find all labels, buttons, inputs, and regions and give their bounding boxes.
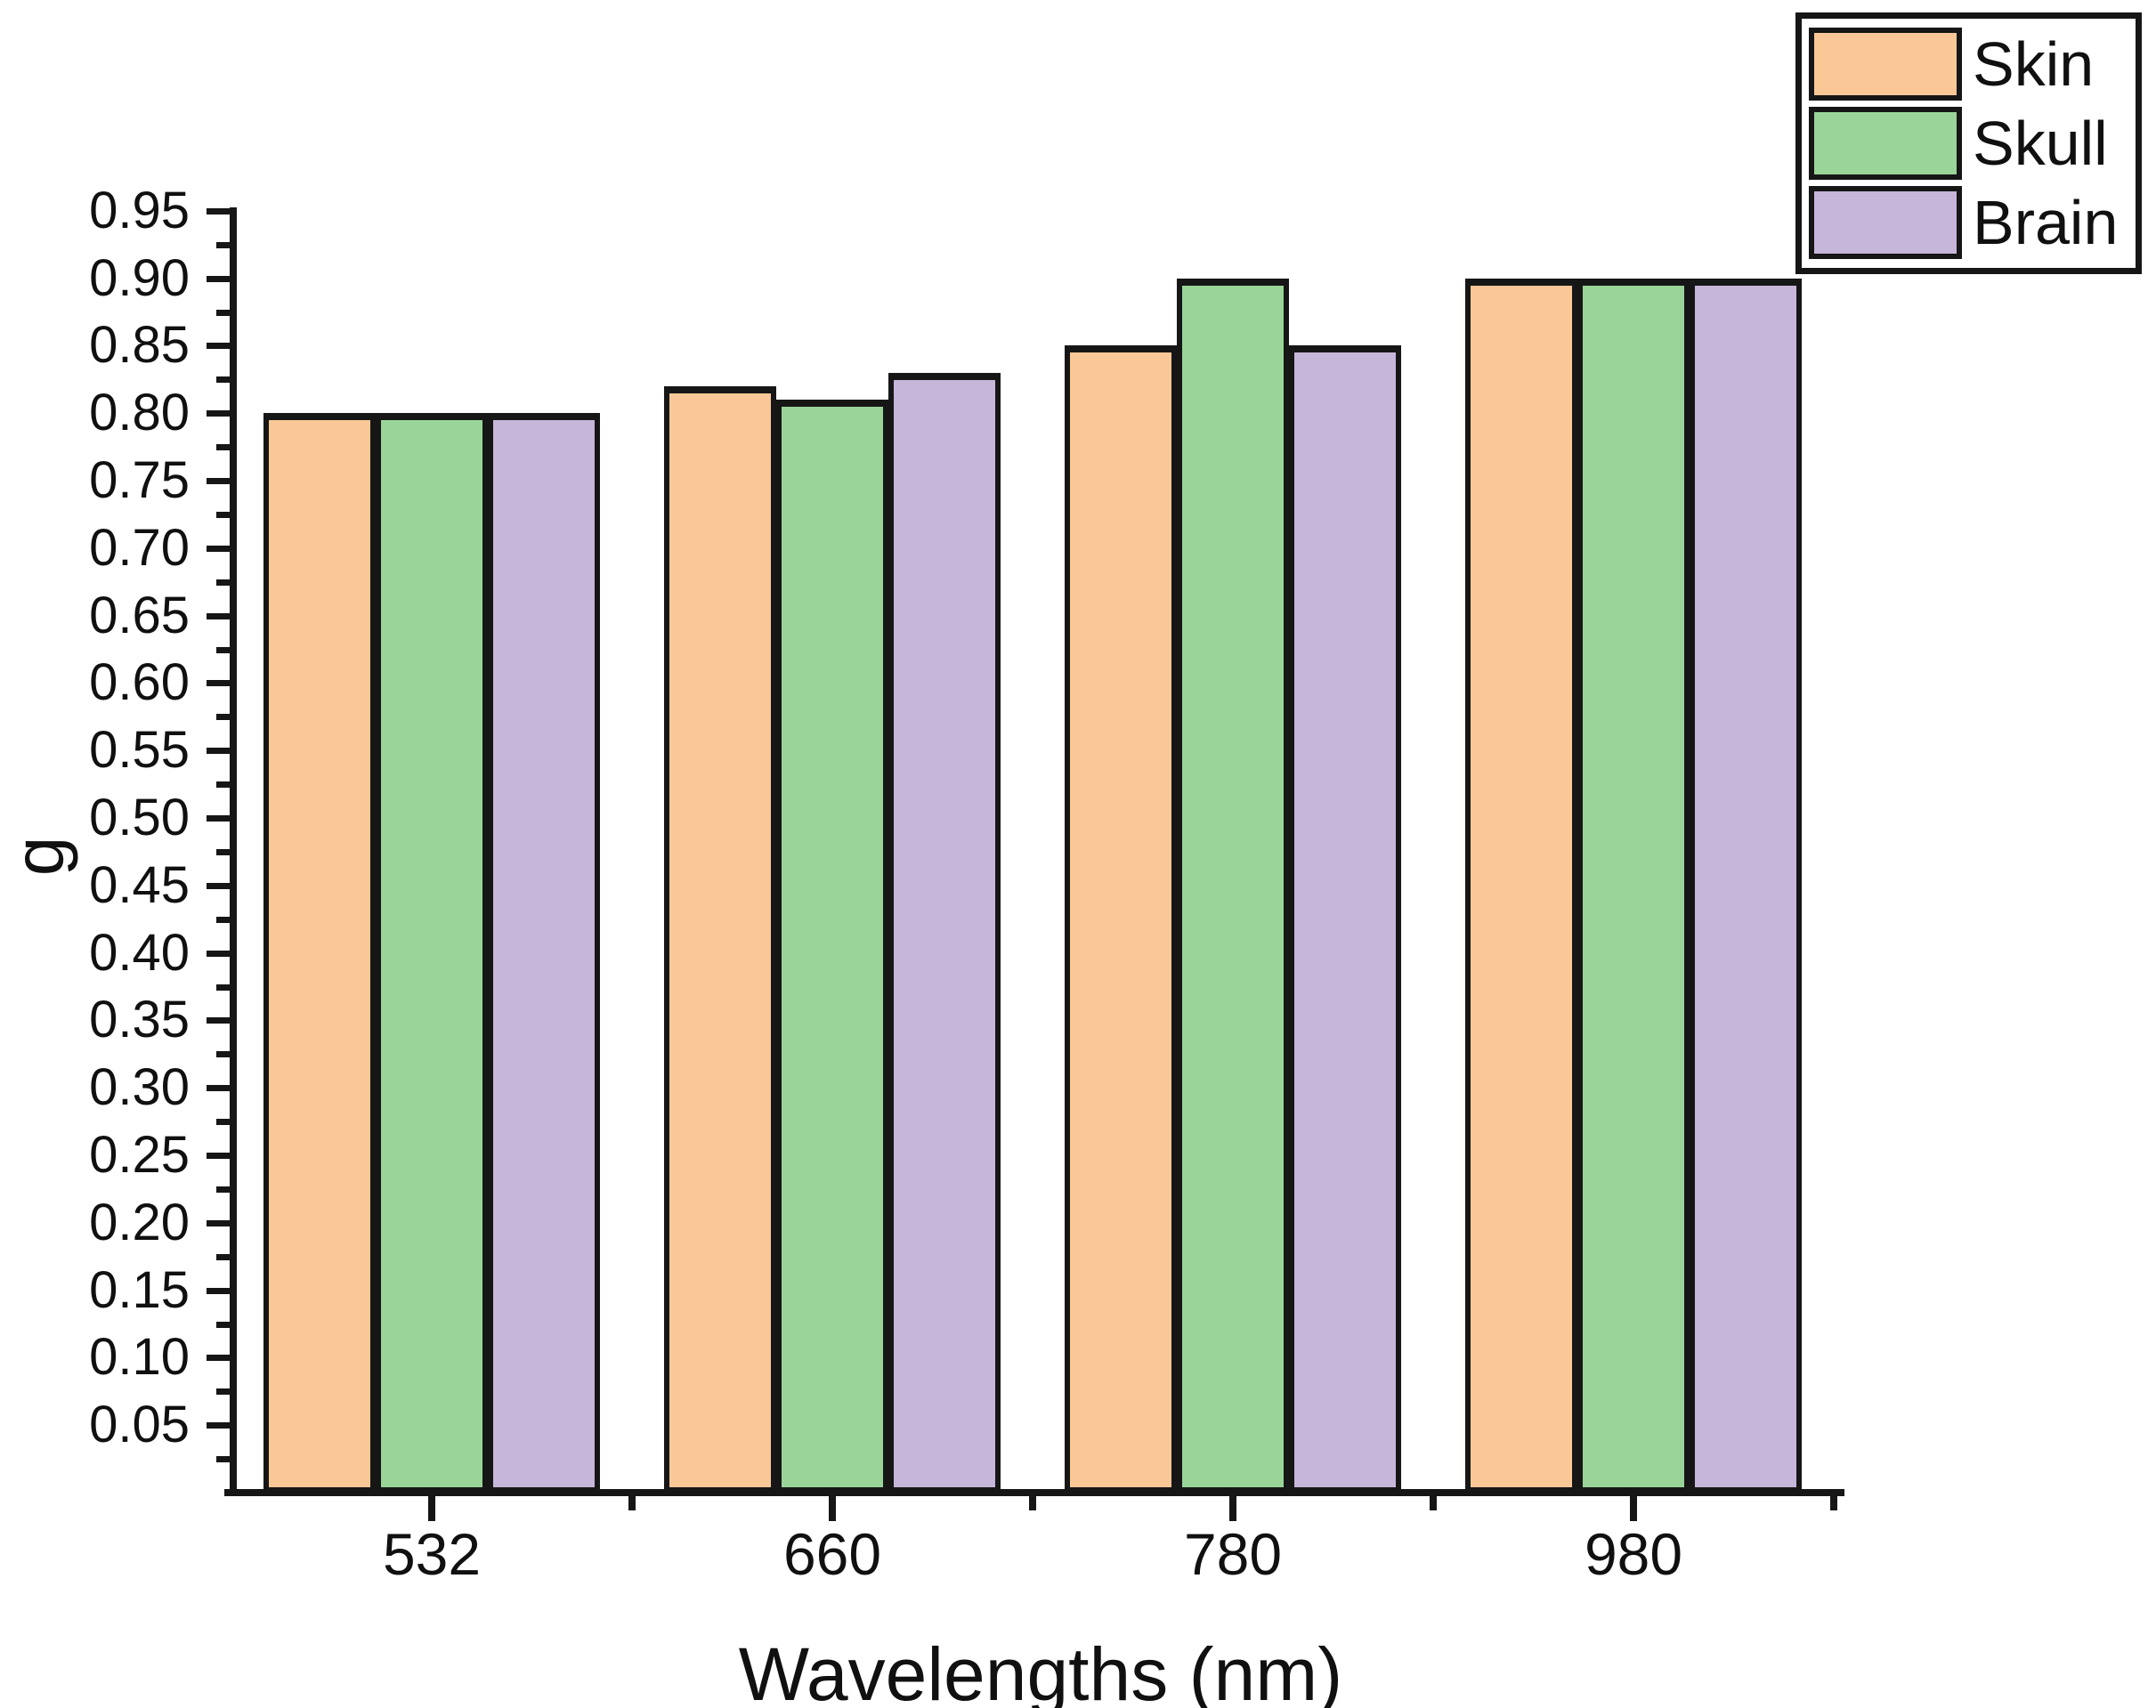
y-tick-label: 0.95 bbox=[89, 181, 190, 239]
y-major-tick bbox=[207, 1355, 230, 1362]
bar-skull-532 bbox=[376, 413, 488, 1493]
y-major-tick bbox=[207, 410, 230, 417]
y-minor-tick bbox=[216, 444, 230, 451]
y-major-tick bbox=[207, 815, 230, 822]
legend-label-skull: Skull bbox=[1973, 109, 2108, 178]
bar-brain-532 bbox=[488, 413, 600, 1493]
bar-skin-532 bbox=[263, 413, 376, 1493]
bar-brain-780 bbox=[1289, 345, 1401, 1493]
y-tick-label: 0.80 bbox=[89, 384, 190, 442]
bar-skin-780 bbox=[1065, 345, 1177, 1493]
x-minor-tick bbox=[1029, 1496, 1036, 1510]
y-minor-tick bbox=[216, 781, 230, 789]
bar-brain-980 bbox=[1690, 279, 1802, 1493]
bar-skull-660 bbox=[776, 400, 888, 1493]
legend-rows: Skin Skull Brain bbox=[1809, 27, 2128, 260]
y-major-tick bbox=[207, 680, 230, 687]
y-axis-line bbox=[230, 207, 237, 1496]
y-tick-label: 0.60 bbox=[89, 653, 190, 712]
y-minor-tick bbox=[216, 241, 230, 248]
y-minor-tick bbox=[216, 646, 230, 653]
y-major-tick bbox=[207, 1085, 230, 1092]
y-tick-label: 0.85 bbox=[89, 316, 190, 375]
y-tick-label: 0.50 bbox=[89, 789, 190, 846]
legend-item-brain: Brain bbox=[1809, 185, 2128, 260]
bar-skin-660 bbox=[664, 386, 776, 1493]
y-minor-tick bbox=[216, 1321, 230, 1328]
y-minor-tick bbox=[216, 916, 230, 923]
y-major-tick bbox=[207, 478, 230, 484]
y-minor-tick bbox=[216, 1388, 230, 1396]
x-major-tick bbox=[1229, 1496, 1236, 1521]
y-major-tick bbox=[207, 950, 230, 957]
legend-label-skin: Skin bbox=[1973, 29, 2095, 99]
x-minor-tick bbox=[1830, 1496, 1837, 1510]
y-minor-tick bbox=[216, 1456, 230, 1463]
y-major-tick bbox=[207, 1017, 230, 1024]
bar-skull-980 bbox=[1577, 279, 1690, 1493]
y-minor-tick bbox=[216, 1119, 230, 1126]
legend-swatch-skull bbox=[1809, 107, 1962, 180]
y-tick-label: 0.30 bbox=[89, 1058, 190, 1117]
y-tick-label: 0.90 bbox=[89, 248, 190, 307]
bar-skin-980 bbox=[1465, 279, 1577, 1493]
legend: Skin Skull Brain bbox=[1795, 12, 2142, 274]
legend-swatch-brain bbox=[1809, 186, 1962, 259]
x-minor-tick bbox=[1430, 1496, 1437, 1510]
x-major-tick bbox=[829, 1496, 836, 1521]
x-tick-label: 980 bbox=[1584, 1521, 1683, 1587]
y-major-tick bbox=[207, 1153, 230, 1159]
y-tick-label: 0.55 bbox=[89, 721, 190, 780]
bar-brain-660 bbox=[888, 373, 1001, 1493]
x-tick-label: 660 bbox=[782, 1521, 882, 1587]
y-minor-tick bbox=[216, 1051, 230, 1058]
y-minor-tick bbox=[216, 848, 230, 855]
legend-label-brain: Brain bbox=[1973, 188, 2119, 257]
y-minor-tick bbox=[216, 376, 230, 384]
y-tick-label: 0.10 bbox=[89, 1328, 190, 1387]
y-tick-label: 0.15 bbox=[89, 1260, 190, 1319]
y-minor-tick bbox=[216, 511, 230, 518]
y-major-tick bbox=[207, 1219, 230, 1226]
y-tick-label: 0.40 bbox=[89, 923, 190, 982]
y-major-tick bbox=[207, 275, 230, 282]
y-tick-label: 0.75 bbox=[89, 451, 190, 509]
y-minor-tick bbox=[216, 1253, 230, 1260]
x-tick-label: 780 bbox=[1183, 1521, 1283, 1587]
y-tick-label: 0.05 bbox=[89, 1396, 190, 1454]
x-axis-line bbox=[224, 1489, 1844, 1496]
x-major-tick bbox=[1630, 1496, 1637, 1521]
y-tick-label: 0.65 bbox=[89, 586, 190, 644]
y-tick-label: 0.70 bbox=[89, 518, 190, 577]
x-major-tick bbox=[428, 1496, 435, 1521]
x-tick-label: 532 bbox=[382, 1521, 482, 1587]
y-major-tick bbox=[207, 343, 230, 350]
y-major-tick bbox=[207, 612, 230, 619]
y-tick-label: 0.45 bbox=[89, 855, 190, 914]
y-minor-tick bbox=[216, 579, 230, 586]
y-minor-tick bbox=[216, 984, 230, 991]
y-tick-label: 0.35 bbox=[89, 991, 190, 1049]
legend-item-skin: Skin bbox=[1809, 27, 2128, 101]
legend-swatch-skin bbox=[1809, 28, 1962, 101]
y-minor-tick bbox=[216, 1186, 230, 1193]
y-minor-tick bbox=[216, 309, 230, 316]
bar-skull-780 bbox=[1177, 279, 1289, 1493]
y-minor-tick bbox=[216, 714, 230, 721]
y-major-tick bbox=[207, 1287, 230, 1294]
y-major-tick bbox=[207, 545, 230, 552]
y-major-tick bbox=[207, 1422, 230, 1429]
x-minor-tick bbox=[628, 1496, 636, 1510]
legend-item-skull: Skull bbox=[1809, 106, 2128, 181]
y-major-tick bbox=[207, 748, 230, 755]
x-axis-title: Wavelengths (nm) bbox=[738, 1632, 1343, 1708]
y-tick-label: 0.25 bbox=[89, 1126, 190, 1184]
y-major-tick bbox=[207, 207, 230, 215]
y-tick-label: 0.20 bbox=[89, 1193, 190, 1251]
y-major-tick bbox=[207, 882, 230, 889]
